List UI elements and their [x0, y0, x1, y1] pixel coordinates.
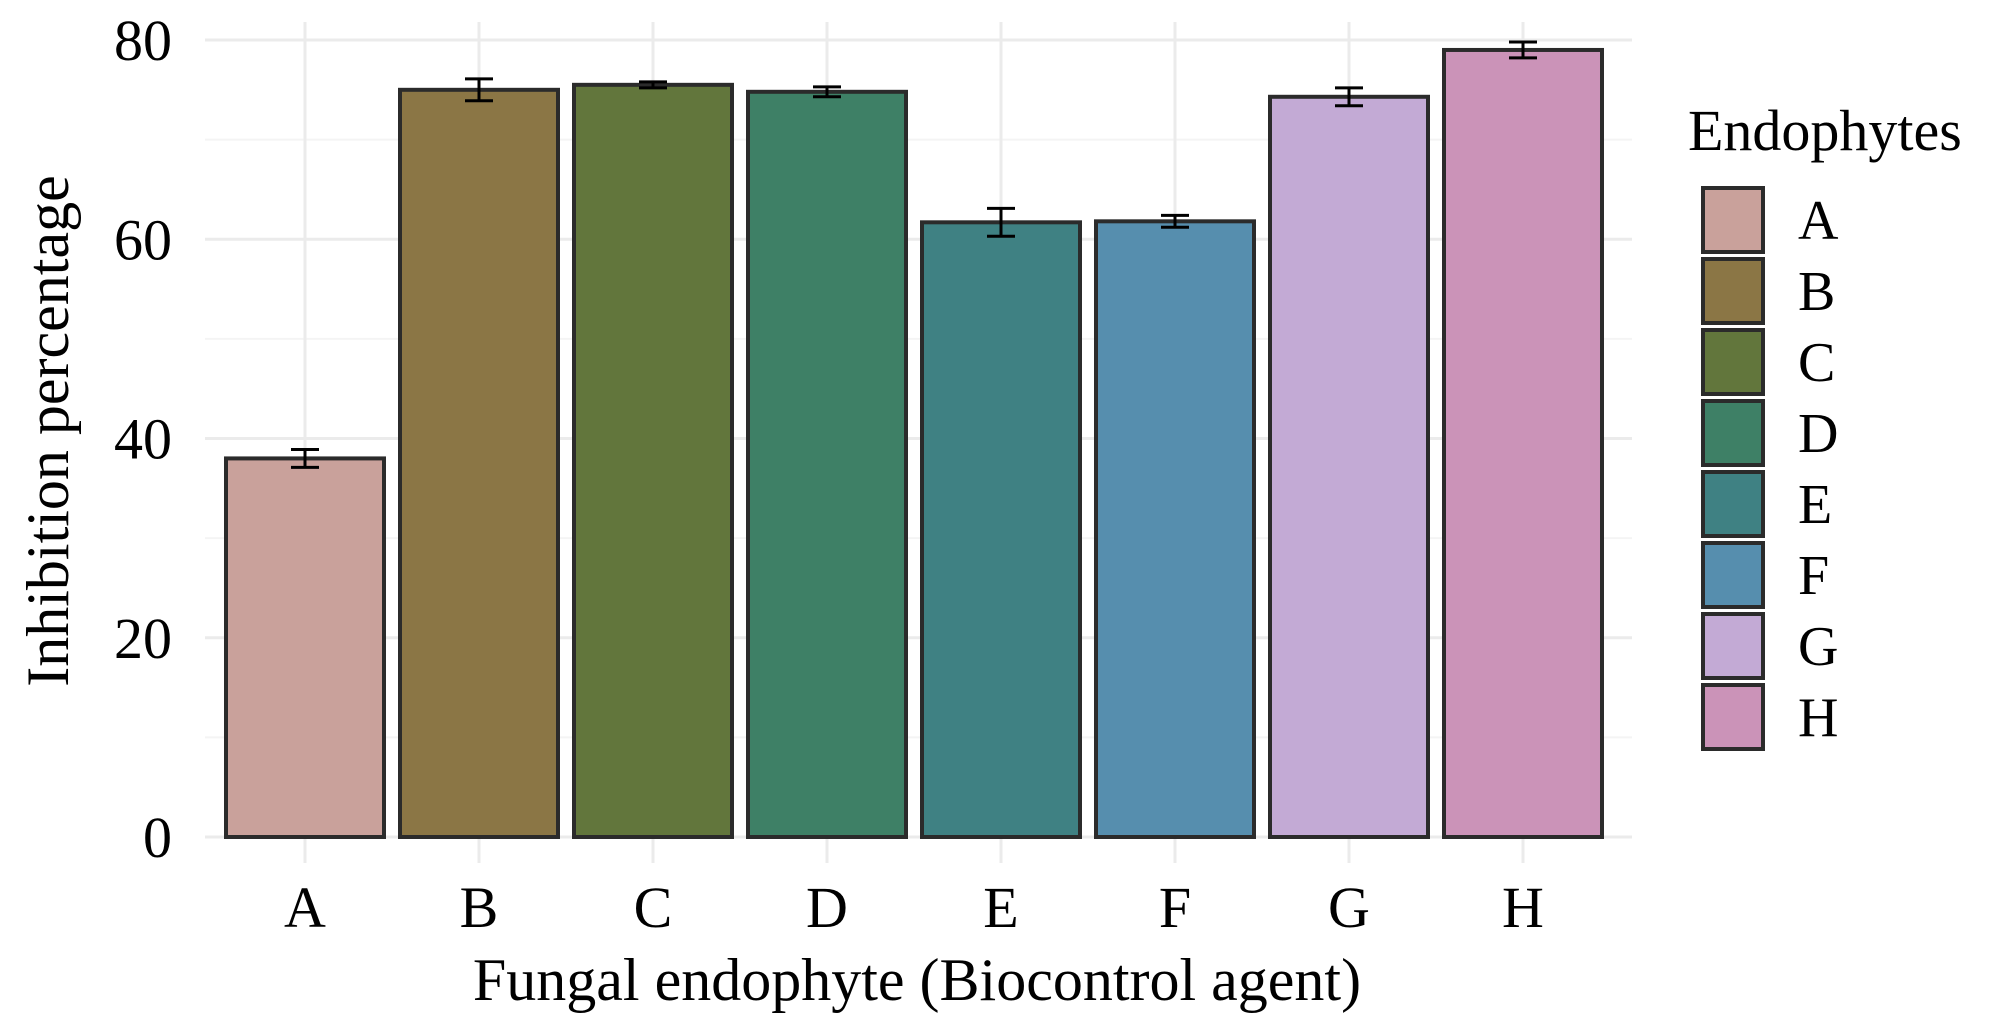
- y-axis-ticks: 0 20 40 60 80: [114, 8, 172, 870]
- y-tick-label: 0: [143, 805, 172, 870]
- y-axis-title: Inhibition percentage: [15, 175, 81, 686]
- legend-key-A: [1701, 186, 1765, 254]
- bar-F: [1094, 219, 1256, 839]
- legend-key-D: [1701, 399, 1765, 467]
- legend-key-H: [1701, 683, 1765, 751]
- legend-key-G: [1701, 612, 1765, 680]
- y-tick-label: 40: [114, 407, 172, 472]
- x-tick-label: D: [806, 875, 848, 940]
- legend-label-H: H: [1798, 687, 1838, 749]
- x-tick-label: F: [1159, 875, 1191, 940]
- y-tick-label: 60: [114, 207, 172, 272]
- legend-key-C: [1701, 328, 1765, 396]
- x-axis-title: Fungal endophyte (Biocontrol agent): [473, 947, 1361, 1013]
- legend-label-E: E: [1798, 474, 1832, 536]
- legend-label-G: G: [1798, 616, 1838, 678]
- legend-label-A: A: [1798, 190, 1839, 252]
- error-bar-A: [291, 447, 319, 469]
- bar-G: [1268, 94, 1430, 839]
- legend-label-D: D: [1798, 403, 1838, 465]
- legend-label-B: B: [1798, 261, 1835, 323]
- bar-A: [224, 456, 386, 839]
- bar-E: [920, 220, 1082, 840]
- x-tick-label: B: [460, 875, 499, 940]
- y-tick-label: 20: [114, 606, 172, 671]
- error-bar-C: [639, 80, 667, 90]
- legend-key-E: [1701, 470, 1765, 538]
- error-bar-G: [1335, 86, 1363, 108]
- legend-label-F: F: [1798, 545, 1829, 607]
- legend-key-F: [1701, 541, 1765, 609]
- x-tick-label: A: [284, 875, 326, 940]
- error-bar-F: [1161, 213, 1189, 229]
- error-bar-B: [465, 77, 493, 103]
- bars: [224, 47, 1604, 840]
- legend-title: Endophytes: [1688, 98, 1962, 163]
- y-tick-label: 80: [114, 8, 172, 73]
- x-axis-ticks: A B C D E F G H: [284, 875, 1544, 940]
- x-tick-label: H: [1502, 875, 1544, 940]
- error-bar-E: [987, 206, 1015, 238]
- x-tick-label: G: [1328, 875, 1370, 940]
- bar-B: [398, 87, 560, 839]
- legend-label-C: C: [1798, 332, 1835, 394]
- x-tick-label: C: [634, 875, 673, 940]
- legend-key-B: [1701, 257, 1765, 325]
- bar-C: [572, 82, 734, 840]
- bar-H: [1442, 47, 1604, 839]
- error-bars: [291, 40, 1537, 469]
- error-bar-H: [1509, 40, 1537, 60]
- bar-D: [746, 89, 908, 840]
- error-bar-D: [813, 85, 841, 99]
- x-tick-label: E: [983, 875, 1018, 940]
